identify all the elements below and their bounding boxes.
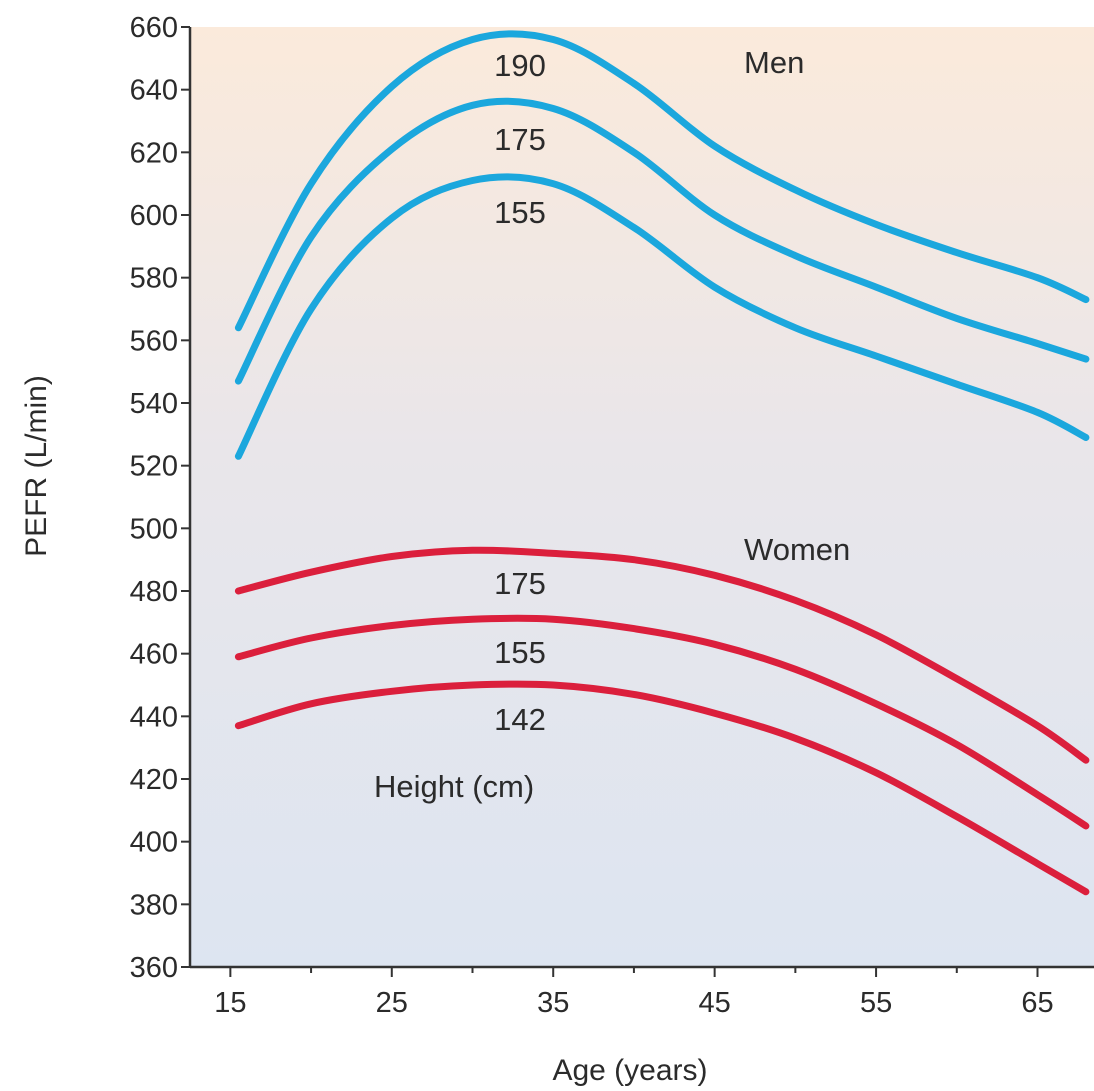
y-tick-label: 640 [130, 75, 178, 107]
y-tick-label: 520 [130, 451, 178, 483]
series-label-men-175: 175 [494, 122, 546, 157]
line-men-175 [234, 97, 1090, 385]
series-lines [234, 30, 1090, 896]
line-men-155 [234, 173, 1090, 460]
y-tick-label: 600 [130, 200, 178, 232]
x-tick-label: 65 [1021, 987, 1053, 1019]
x-tick-label: 15 [214, 987, 246, 1019]
y-tick-label: 540 [130, 388, 178, 420]
y-tick-label: 420 [130, 764, 178, 796]
series-label-women-175: 175 [494, 566, 546, 601]
x-tick-label: 55 [860, 987, 892, 1019]
y-tick-label: 460 [130, 639, 178, 671]
men-annotation: Men [744, 45, 804, 80]
y-tick-label: 480 [130, 576, 178, 608]
y-tick-label: 660 [130, 12, 178, 44]
y-axis-title: PEFR (L/min) [20, 375, 53, 557]
line-women-142 [234, 680, 1090, 896]
line-men-190 [234, 30, 1090, 332]
x-tick-label: 45 [699, 987, 731, 1019]
series-label-women-155: 155 [494, 635, 546, 670]
series-label-women-142: 142 [494, 702, 546, 737]
axes: 360 380 400 420 440 460 480 500 520 540 560 580 600 6… [130, 12, 1094, 1019]
series-label-men-190: 190 [494, 48, 546, 83]
y-tick-label: 620 [130, 137, 178, 169]
women-annotation: Women [744, 532, 850, 567]
line-women-175 [234, 546, 1090, 764]
annotation-layer: Men Women Height (cm) 190 175 155 175 15… [374, 45, 850, 804]
x-tick-label: 35 [537, 987, 569, 1019]
y-tick-label: 560 [130, 325, 178, 357]
y-tick-label: 440 [130, 701, 178, 733]
y-tick-label: 380 [130, 889, 178, 921]
line-women-155 [234, 614, 1090, 830]
x-tick-label: 25 [376, 987, 408, 1019]
y-tick-label: 580 [130, 263, 178, 295]
series-label-men-155: 155 [494, 195, 546, 230]
y-tick-label: 400 [130, 827, 178, 859]
x-axis-title: Age (years) [552, 1054, 707, 1087]
height-legend: Height (cm) [374, 769, 534, 804]
y-tick-label: 360 [130, 952, 178, 984]
y-tick-label: 500 [130, 513, 178, 545]
